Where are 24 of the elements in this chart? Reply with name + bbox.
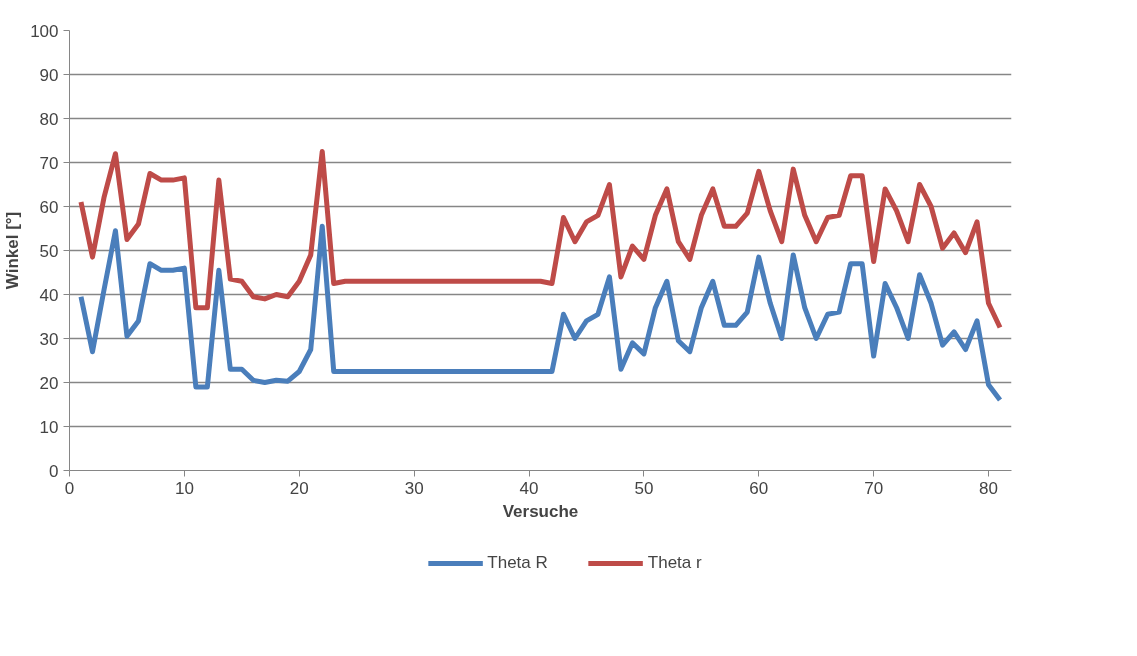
y-tick-label: 80: [39, 109, 59, 129]
x-tick-label: 0: [64, 478, 75, 498]
y-tick-label: 90: [39, 65, 59, 85]
x-tick-label: 20: [289, 478, 309, 498]
y-tick-label: 60: [39, 197, 59, 217]
y-tick-label: 20: [39, 373, 59, 393]
y-tick-label: 30: [39, 329, 59, 349]
y-tick-label: 40: [39, 285, 59, 305]
y-tick-label: 50: [39, 241, 59, 261]
x-tick-label: 70: [864, 478, 884, 498]
legend-label: Theta r: [647, 553, 702, 573]
x-axis-title: Versuche: [502, 501, 579, 521]
x-tick-label: 80: [979, 478, 998, 498]
x-tick-label: 10: [174, 478, 194, 498]
x-tick-label: 30: [404, 478, 424, 498]
x-tick-label: 50: [634, 478, 654, 498]
y-tick-label: 0: [49, 461, 59, 481]
x-tick-label: 60: [749, 478, 769, 498]
y-axis-title: Winkel [°]: [3, 211, 23, 290]
y-tick-label: 10: [39, 417, 59, 437]
y-tick-label: 70: [39, 153, 59, 173]
x-tick-label: 40: [519, 478, 539, 498]
y-tick-label: 100: [30, 21, 59, 41]
legend-label: Theta R: [487, 553, 548, 573]
